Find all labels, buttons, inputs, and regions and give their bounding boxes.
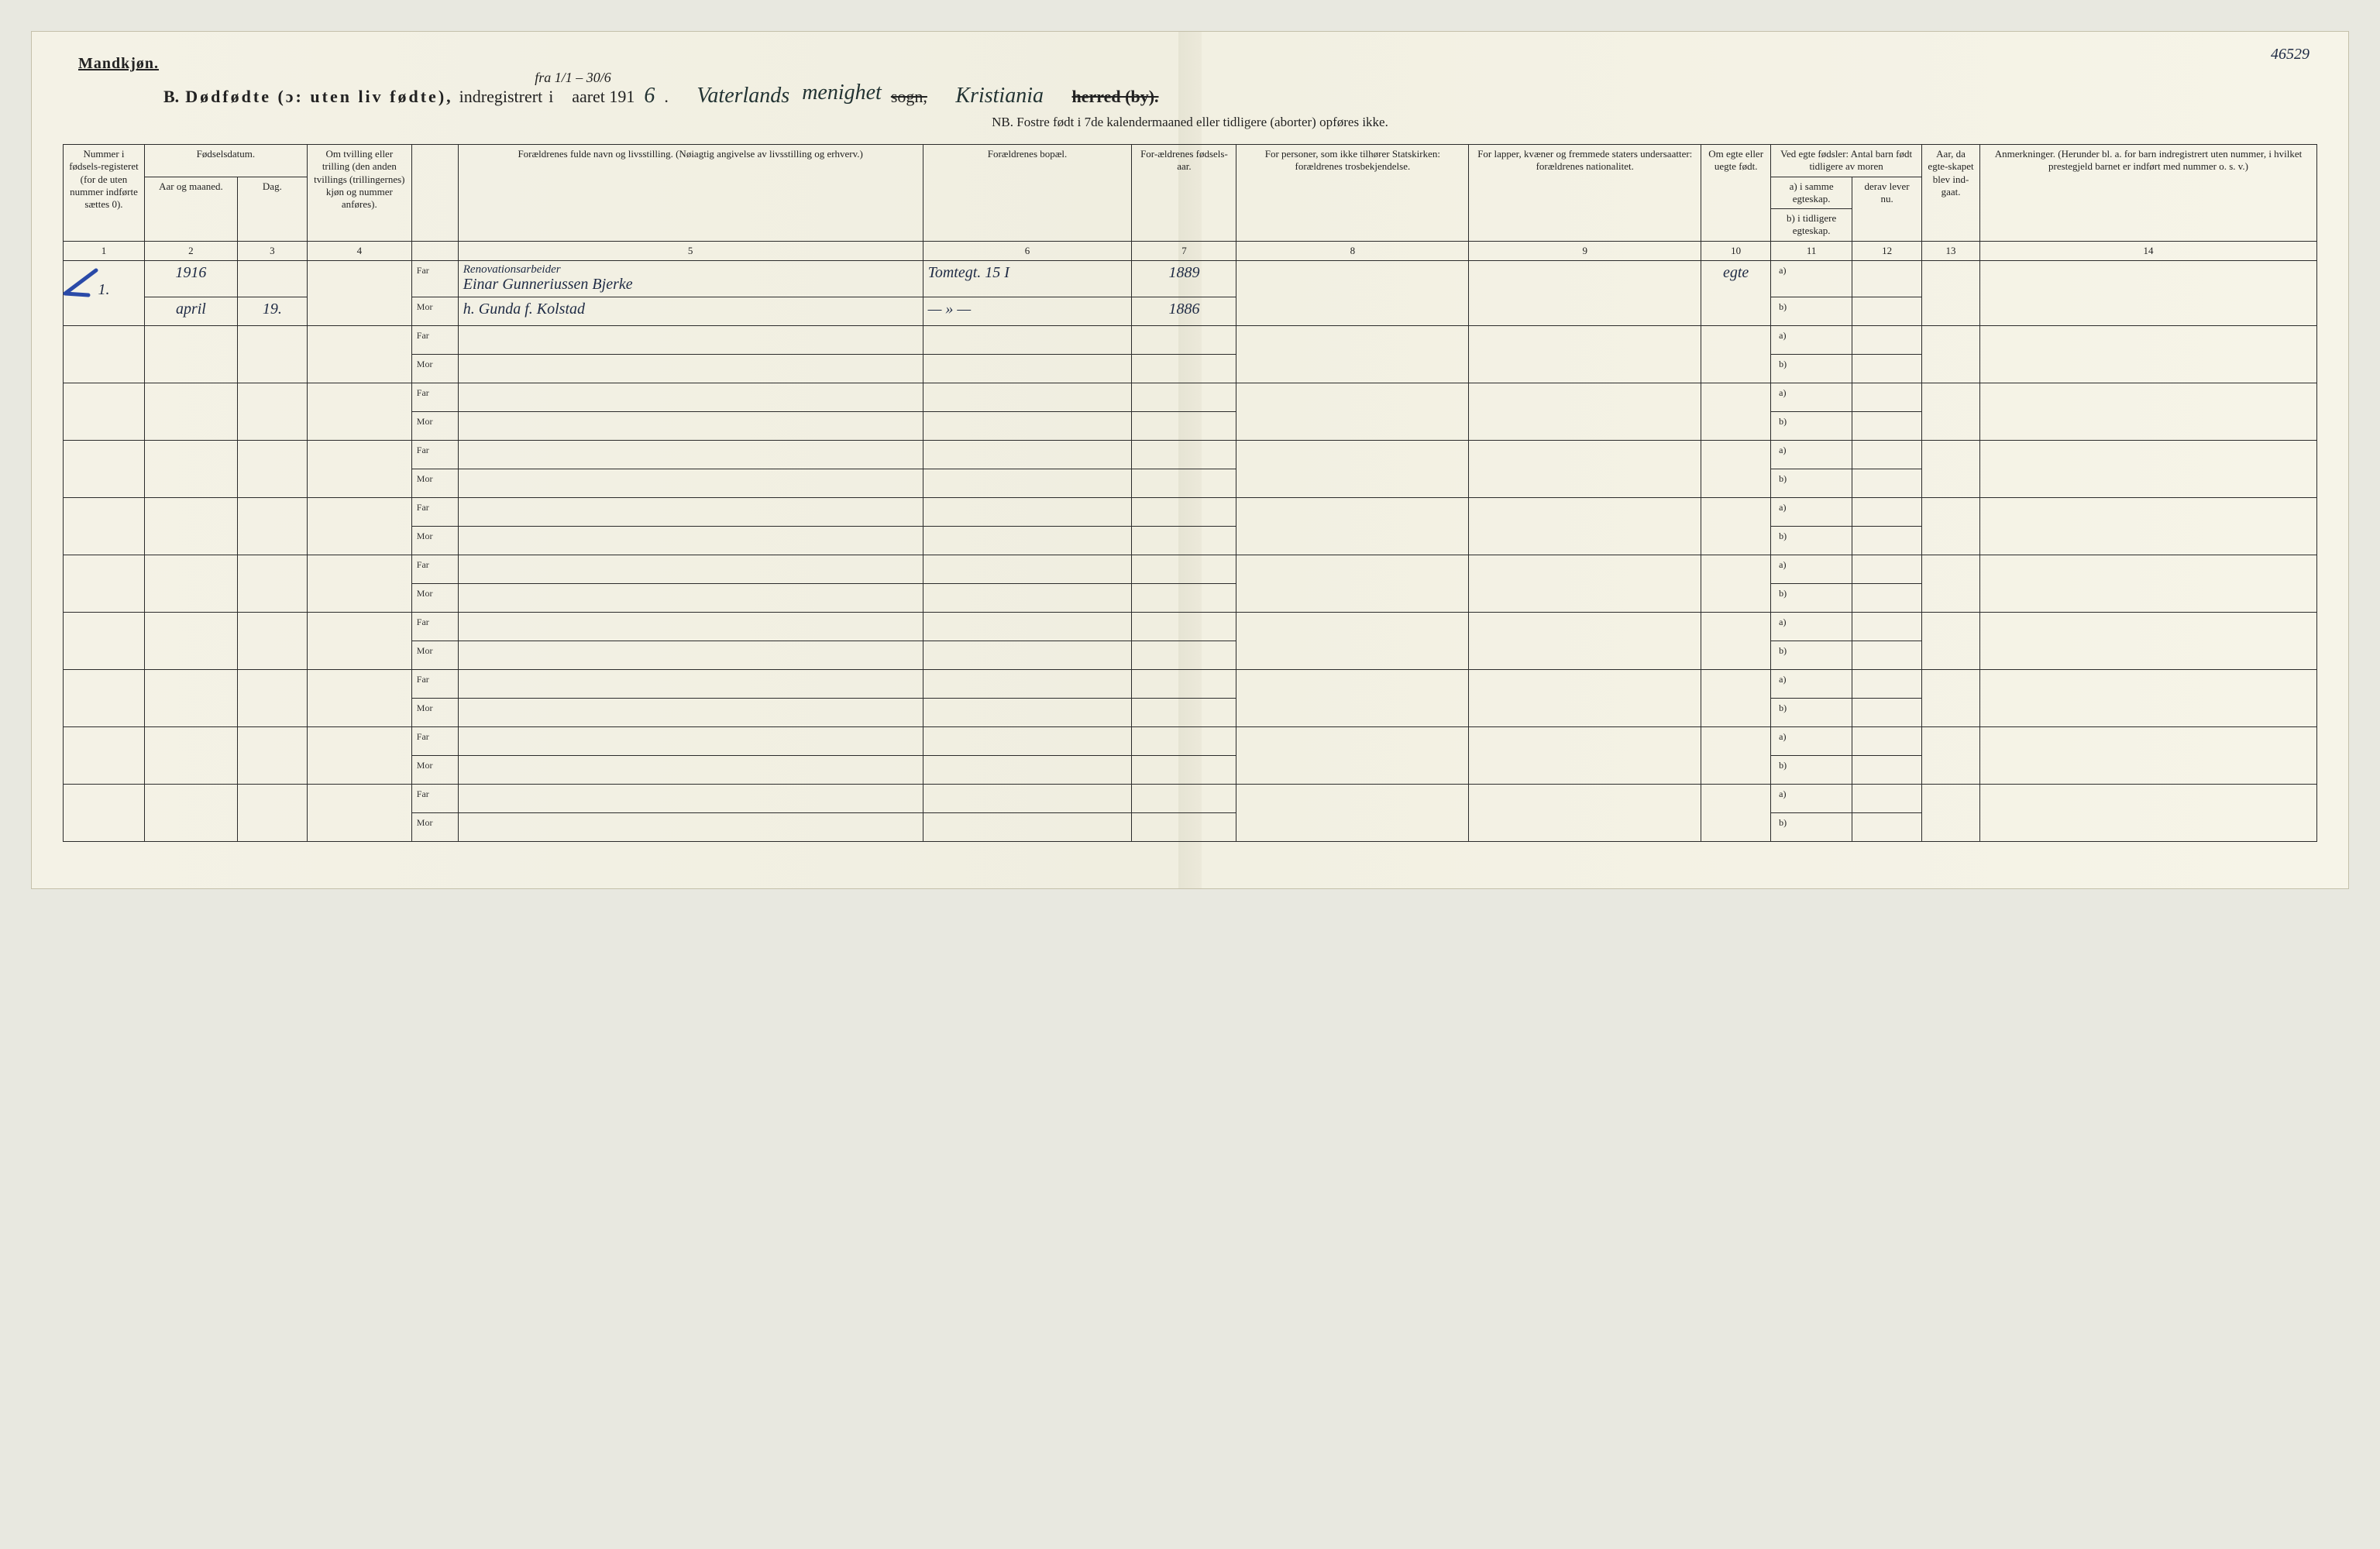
col-13-header: Aar, da egte-skapet blev ind-gaat.: [1922, 145, 1980, 242]
col-8-header: For personer, som ikke tilhører Statskir…: [1236, 145, 1469, 242]
title-main: Dødfødte (ɔ: uten liv fødte),: [185, 87, 452, 107]
over-date: fra 1/1 – 30/6 i: [549, 87, 566, 107]
herred-by-strike: herred (by).: [1072, 87, 1159, 107]
col-2-group-header: Fødselsdatum.: [144, 145, 307, 177]
table-row: Fara): [64, 726, 2317, 755]
table-header: Nummer i fødsels-registeret (for de uten…: [64, 145, 2317, 261]
section-letter: B.: [163, 87, 179, 107]
col-2b-header: Dag.: [237, 177, 307, 241]
col-4-blank: [411, 145, 458, 242]
year-digit: 6: [641, 84, 658, 108]
col-3-header: Om tvilling eller trilling (den anden tv…: [307, 145, 411, 242]
col-11b-header: b) i tidligere egteskap.: [1771, 209, 1852, 242]
aaret-191: aaret 191: [572, 87, 635, 107]
col-11-group-header: Ved egte fødsler: Antal barn født tidlig…: [1771, 145, 1922, 177]
date-range-hand: fra 1/1 – 30/6: [535, 70, 611, 86]
sogn-strike: sogn,: [891, 87, 927, 107]
table-row: Fara): [64, 612, 2317, 641]
col-11a-header: a) i samme egteskap.: [1771, 177, 1852, 209]
col-7-header: For-ældrenes fødsels-aar.: [1132, 145, 1236, 242]
table-row: Fara): [64, 325, 2317, 354]
table-row: Fara): [64, 669, 2317, 698]
col-10-header: Om egte eller uegte født.: [1701, 145, 1771, 242]
column-number-row: 1 2 3 4 5 6 7 8 9 10 11 12 13 14: [64, 241, 2317, 260]
col-2a-header: Aar og maaned.: [144, 177, 237, 241]
title-line: B. Dødfødte (ɔ: uten liv fødte), indregi…: [163, 84, 2317, 108]
col-9-header: For lapper, kvæner og fremmede staters u…: [1469, 145, 1701, 242]
nb-note: NB. Fostre født i 7de kalendermaaned ell…: [63, 115, 2317, 130]
col-5-header: Forældrenes fulde navn og livsstilling. …: [458, 145, 923, 242]
parish-hand: Vaterlands: [693, 84, 793, 108]
table-row: 1.1916FarRenovationsarbeiderEinar Gunner…: [64, 260, 2317, 297]
document-page: 46529 Mandkjøn. B. Dødfødte (ɔ: uten liv…: [31, 31, 2349, 889]
table-row: Fara): [64, 497, 2317, 526]
table-row: Fara): [64, 440, 2317, 469]
col-6-header: Forældrenes bopæl.: [923, 145, 1132, 242]
city-hand: Kristiania: [952, 84, 1047, 108]
gender-heading: Mandkjøn.: [78, 55, 2317, 73]
ledger-table: Nummer i fødsels-registeret (for de uten…: [63, 144, 2317, 842]
table-row: Fara): [64, 555, 2317, 583]
page-number-handwritten: 46529: [2271, 46, 2309, 64]
col-14-header: Anmerkninger. (Herunder bl. a. for barn …: [1980, 145, 2317, 242]
table-body: 1.1916FarRenovationsarbeiderEinar Gunner…: [64, 260, 2317, 841]
table-row: Fara): [64, 383, 2317, 411]
col-12-header: derav lever nu.: [1852, 177, 1922, 241]
menighet-hand: menighet: [799, 81, 885, 105]
registered-word: indregistrert: [459, 87, 543, 107]
col-1-header: Nummer i fødsels-registeret (for de uten…: [64, 145, 145, 242]
table-row: Fara): [64, 784, 2317, 812]
